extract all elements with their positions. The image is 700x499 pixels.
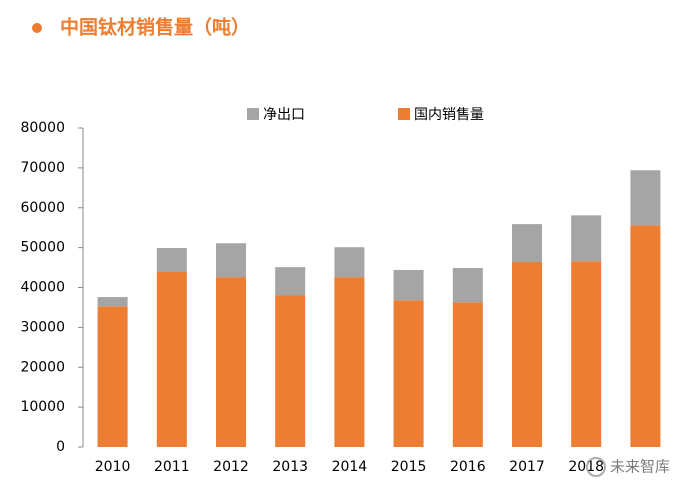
y-tick-label: 70000 — [20, 160, 65, 176]
legend-label: 净出口 — [263, 107, 305, 123]
bar-segment — [275, 295, 306, 447]
y-tick-label: 20000 — [20, 359, 65, 375]
bar-segment — [571, 261, 602, 447]
y-tick-label: 80000 — [20, 120, 65, 136]
bar-segment — [97, 297, 128, 307]
y-tick-label: 0 — [56, 439, 65, 455]
bar-segment — [334, 277, 365, 447]
y-tick-label: 50000 — [20, 240, 65, 256]
bar-segment — [571, 215, 602, 262]
bar-segment — [216, 243, 246, 278]
y-tick-label: 30000 — [20, 319, 65, 335]
bar-segment — [393, 300, 424, 447]
legend-label: 国内销售量 — [414, 107, 484, 123]
watermark: 未来智库 — [610, 458, 670, 476]
x-tick-label: 2017 — [509, 459, 545, 475]
x-tick-label: 2015 — [391, 459, 427, 475]
x-tick-label: 2016 — [450, 459, 486, 475]
bar-segment — [512, 261, 542, 447]
bar-segment — [512, 224, 542, 262]
y-tick-label: 60000 — [20, 200, 65, 216]
bar-segment — [275, 267, 306, 296]
x-tick-label: 2010 — [95, 459, 131, 475]
x-tick-label: 2012 — [213, 459, 249, 475]
chart-title: 中国钛材销售量（吨） — [60, 16, 250, 39]
x-tick-label: 2013 — [272, 459, 308, 475]
bar-segment — [156, 248, 187, 272]
bar-segment — [452, 302, 483, 447]
title-bullet — [32, 23, 42, 33]
bar-segment — [216, 277, 246, 447]
bar-segment — [334, 247, 365, 278]
bar-segment — [452, 267, 483, 303]
y-tick-label: 10000 — [20, 399, 65, 415]
bar-segment — [630, 225, 661, 447]
bar-segment — [97, 306, 128, 447]
legend-swatch — [398, 108, 410, 120]
watermark-icon — [586, 457, 606, 477]
x-tick-label: 2011 — [154, 459, 190, 475]
bar-segment — [156, 271, 187, 447]
bar-segment — [630, 170, 661, 226]
y-tick-label: 40000 — [20, 280, 65, 296]
legend-swatch — [247, 108, 259, 120]
bar-segment — [393, 269, 424, 301]
x-tick-label: 2014 — [332, 459, 368, 475]
